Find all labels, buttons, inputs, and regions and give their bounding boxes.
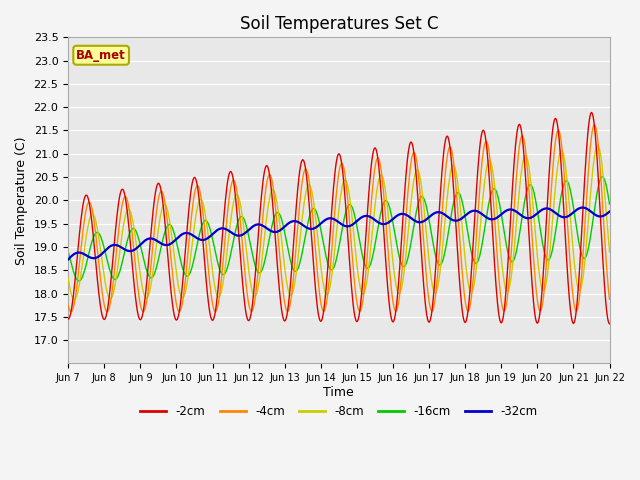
Title: Soil Temperatures Set C: Soil Temperatures Set C bbox=[239, 15, 438, 33]
Y-axis label: Soil Temperature (C): Soil Temperature (C) bbox=[15, 136, 28, 264]
Legend: -2cm, -4cm, -8cm, -16cm, -32cm: -2cm, -4cm, -8cm, -16cm, -32cm bbox=[136, 400, 542, 423]
Text: BA_met: BA_met bbox=[76, 49, 126, 62]
X-axis label: Time: Time bbox=[323, 386, 354, 399]
